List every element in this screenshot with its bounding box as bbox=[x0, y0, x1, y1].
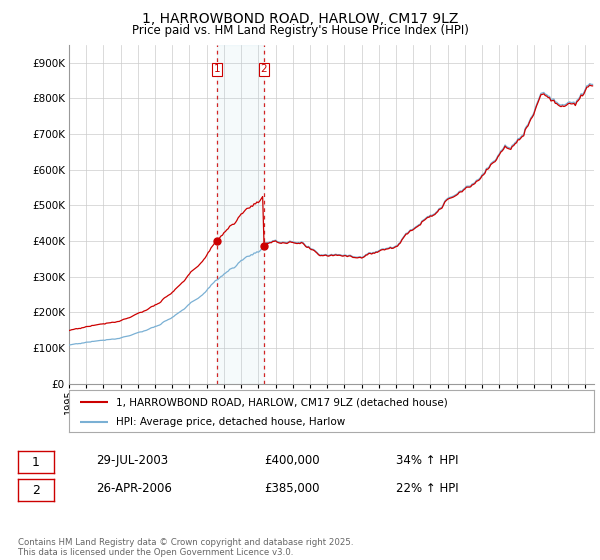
Text: 1: 1 bbox=[32, 455, 40, 469]
Text: 1, HARROWBOND ROAD, HARLOW, CM17 9LZ (detached house): 1, HARROWBOND ROAD, HARLOW, CM17 9LZ (de… bbox=[116, 397, 448, 407]
Text: £400,000: £400,000 bbox=[264, 454, 320, 467]
Text: £385,000: £385,000 bbox=[264, 482, 320, 495]
Text: HPI: Average price, detached house, Harlow: HPI: Average price, detached house, Harl… bbox=[116, 417, 346, 427]
Text: 2: 2 bbox=[32, 483, 40, 497]
Text: 1, HARROWBOND ROAD, HARLOW, CM17 9LZ: 1, HARROWBOND ROAD, HARLOW, CM17 9LZ bbox=[142, 12, 458, 26]
Text: 34% ↑ HPI: 34% ↑ HPI bbox=[396, 454, 458, 467]
Text: Price paid vs. HM Land Registry's House Price Index (HPI): Price paid vs. HM Land Registry's House … bbox=[131, 24, 469, 37]
Text: Contains HM Land Registry data © Crown copyright and database right 2025.
This d: Contains HM Land Registry data © Crown c… bbox=[18, 538, 353, 557]
Text: 26-APR-2006: 26-APR-2006 bbox=[96, 482, 172, 495]
Text: 22% ↑ HPI: 22% ↑ HPI bbox=[396, 482, 458, 495]
Text: 2: 2 bbox=[260, 64, 267, 74]
Text: 1: 1 bbox=[214, 64, 220, 74]
Bar bbox=[217, 45, 264, 384]
Text: 29-JUL-2003: 29-JUL-2003 bbox=[96, 454, 168, 467]
